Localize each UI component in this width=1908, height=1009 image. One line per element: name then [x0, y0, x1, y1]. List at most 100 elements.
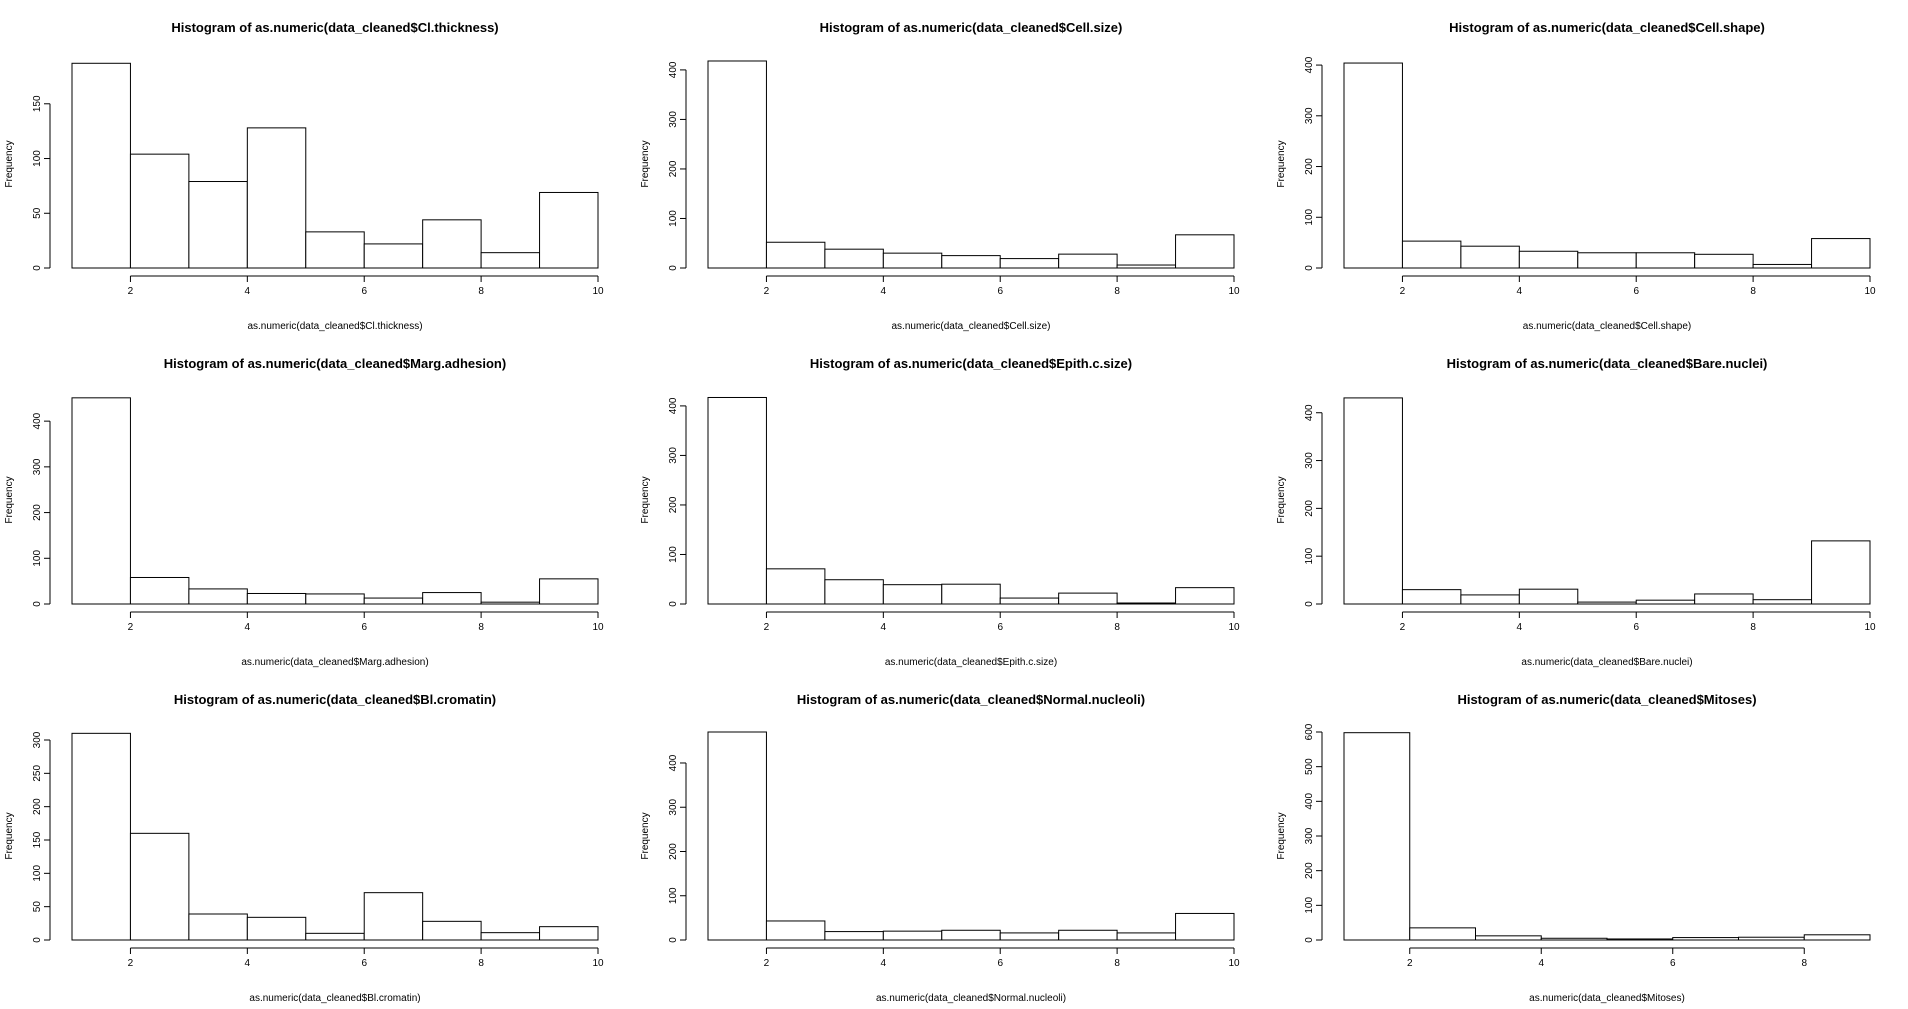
histogram-bar [707, 731, 767, 941]
x-tick-label: 2 [764, 958, 770, 969]
histogram-bar [999, 932, 1060, 941]
y-tick-label: 600 [1304, 723, 1315, 740]
x-tick-label: 2 [764, 286, 770, 297]
histogram-bar [824, 931, 884, 941]
y-axis-label: Frequency [4, 812, 15, 859]
y-tick-label: 150 [32, 831, 43, 848]
histogram-bar [1116, 932, 1177, 941]
histogram-bar [129, 576, 190, 605]
histogram-bar [1672, 937, 1739, 941]
histogram-bar [1460, 245, 1520, 269]
histogram-bar [1518, 250, 1579, 269]
x-tick-label: 6 [1670, 958, 1676, 969]
x-tick-label: 2 [128, 622, 134, 633]
histogram-bar [480, 252, 541, 269]
x-tick-label: 10 [592, 958, 604, 969]
y-tick-label: 100 [1304, 897, 1315, 914]
x-axis-label: as.numeric(data_cleaned$Bare.nuclei) [1521, 657, 1692, 668]
x-tick-label: 4 [245, 958, 251, 969]
y-tick-label: 100 [668, 887, 679, 904]
histogram-bar [1343, 62, 1403, 269]
y-tick-label: 200 [32, 504, 43, 521]
x-axis-label: as.numeric(data_cleaned$Marg.adhesion) [241, 657, 428, 668]
x-tick-label: 8 [1114, 286, 1120, 297]
y-axis-label: Frequency [1276, 140, 1287, 187]
histogram-bar [707, 60, 767, 269]
x-tick-label: 6 [361, 958, 367, 969]
x-tick-label: 10 [1228, 286, 1240, 297]
y-tick-label: 300 [1304, 452, 1315, 469]
histogram-bar [1694, 253, 1754, 269]
y-tick-label: 100 [668, 210, 679, 227]
y-tick-label: 300 [32, 458, 43, 475]
histogram-bar [1116, 264, 1177, 269]
y-tick-label: 0 [1304, 601, 1315, 607]
histogram-bar [765, 568, 826, 605]
histogram-bar [1577, 252, 1637, 269]
histogram-bar [707, 396, 767, 605]
y-tick-label: 100 [668, 546, 679, 563]
y-tick-label: 0 [1304, 265, 1315, 271]
x-tick-label: 2 [764, 622, 770, 633]
y-tick-label: 0 [32, 937, 43, 943]
y-tick-label: 50 [32, 901, 43, 913]
x-tick-label: 6 [361, 286, 367, 297]
y-tick-label: 50 [32, 207, 43, 219]
histogram-bar [422, 219, 482, 269]
x-tick-label: 8 [1750, 622, 1756, 633]
histogram-bar [1811, 540, 1871, 605]
x-tick-label: 10 [1228, 622, 1240, 633]
histogram-bar [363, 892, 424, 941]
histogram-bar [422, 920, 482, 941]
histogram-bar [1606, 938, 1674, 941]
x-tick-label: 2 [128, 286, 134, 297]
x-tick-label: 4 [1517, 286, 1523, 297]
y-tick-label: 400 [1304, 404, 1315, 421]
y-tick-label: 200 [1304, 862, 1315, 879]
histogram-panel: Histogram of as.numeric(data_cleaned$Cel… [640, 20, 1240, 332]
histogram-panel: Histogram of as.numeric(data_cleaned$Bl.… [4, 692, 604, 1004]
histogram-bar [882, 584, 943, 605]
x-tick-label: 6 [997, 286, 1003, 297]
x-tick-label: 6 [1633, 622, 1639, 633]
histogram-bar [1694, 593, 1754, 605]
histogram-bar [129, 832, 190, 941]
histogram-bar [1343, 397, 1403, 605]
histogram-panel: Histogram of as.numeric(data_cleaned$Epi… [640, 356, 1240, 668]
histogram-bar [1518, 588, 1579, 605]
y-axis-label: Frequency [640, 140, 651, 187]
y-tick-label: 0 [668, 937, 679, 943]
histogram-bar [1343, 732, 1411, 941]
histogram-bar [941, 583, 1001, 605]
x-tick-label: 6 [997, 622, 1003, 633]
histogram-bar [480, 601, 541, 605]
y-tick-label: 100 [32, 150, 43, 167]
x-tick-label: 2 [128, 958, 134, 969]
y-tick-label: 400 [1304, 793, 1315, 810]
x-axis-label: as.numeric(data_cleaned$Cell.size) [892, 321, 1051, 332]
histogram-bar [129, 153, 190, 269]
histogram-bar [1752, 599, 1813, 605]
x-tick-label: 8 [1801, 958, 1807, 969]
chart-title: Histogram of as.numeric(data_cleaned$Mar… [164, 356, 506, 371]
histogram-bar [480, 932, 541, 941]
x-tick-label: 4 [881, 958, 887, 969]
x-tick-label: 4 [1538, 958, 1544, 969]
chart-title: Histogram of as.numeric(data_cleaned$Cl.… [171, 20, 498, 35]
histogram-bar [539, 926, 599, 941]
y-axis-label: Frequency [640, 476, 651, 523]
histogram-bar [246, 592, 307, 605]
histogram-bar [1175, 234, 1235, 269]
histogram-bar [1175, 912, 1235, 941]
histogram-bar [422, 592, 482, 605]
x-tick-label: 2 [1400, 286, 1406, 297]
histogram-bar [1577, 601, 1637, 605]
x-tick-label: 8 [1114, 958, 1120, 969]
y-axis-label: Frequency [1276, 812, 1287, 859]
histogram-bar [941, 929, 1001, 941]
histogram-bar [305, 231, 365, 269]
histogram-bar [824, 579, 884, 605]
x-tick-label: 4 [245, 622, 251, 633]
histogram-panel: Histogram of as.numeric(data_cleaned$Nor… [640, 692, 1240, 1004]
y-tick-label: 300 [668, 111, 679, 128]
